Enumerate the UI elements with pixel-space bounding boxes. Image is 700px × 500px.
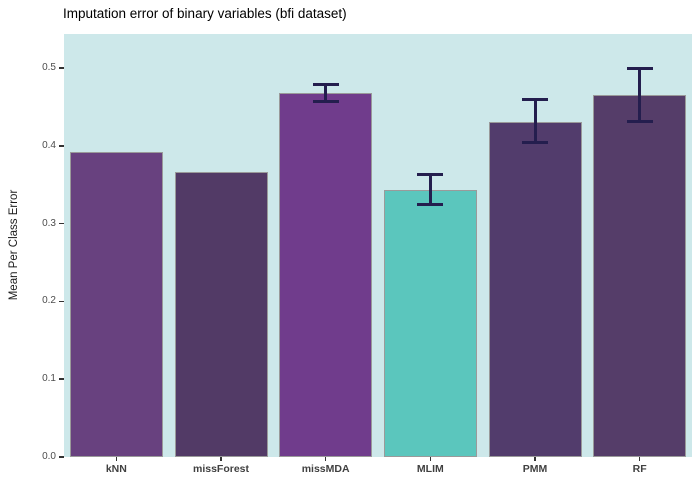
x-category-label: MLIM <box>416 463 444 475</box>
error-bar-cap-MLIM-low <box>417 202 444 206</box>
x-tick-mark <box>115 457 118 461</box>
y-tick-label: 0.2 <box>42 295 56 307</box>
bar-missMDA <box>279 93 373 457</box>
x-category-label: missMDA <box>301 463 350 475</box>
error-bar-cap-RF-low <box>626 120 653 124</box>
y-tick-label: 0.3 <box>42 217 56 229</box>
y-tick-mark <box>59 145 64 147</box>
bar-missForest <box>174 172 268 457</box>
y-tick-label: 0.4 <box>42 139 56 151</box>
y-axis-title: Mean Per Class Error <box>8 189 20 301</box>
error-bar-RF <box>638 67 642 124</box>
plot-panel <box>64 34 692 457</box>
error-bar-cap-MLIM-high <box>417 173 444 177</box>
error-bar-PMM <box>533 97 537 145</box>
y-tick-mark <box>59 456 64 458</box>
y-tick-mark <box>59 378 64 380</box>
x-category-label: missForest <box>192 463 250 475</box>
x-category-label: PMM <box>522 463 548 475</box>
bar-kNN <box>69 152 163 457</box>
y-tick-mark <box>59 300 64 303</box>
y-tick-label: 0.1 <box>42 373 56 385</box>
error-bar-cap-missMDA-low <box>312 100 339 104</box>
y-tick-label: 0.0 <box>42 451 56 462</box>
error-bar-cap-missMDA-high <box>312 82 339 86</box>
bar-RF <box>593 95 687 457</box>
chart-title: Imputation error of binary variables (bf… <box>63 6 347 21</box>
y-tick-mark <box>59 67 64 69</box>
error-bar-cap-RF-high <box>626 67 653 71</box>
x-tick-mark <box>534 457 536 461</box>
x-category-label: kNN <box>105 463 127 475</box>
x-tick-mark <box>220 457 222 461</box>
x-tick-mark <box>429 457 432 461</box>
error-bar-MLIM <box>428 173 432 206</box>
bar-PMM <box>488 121 582 457</box>
bar-MLIM <box>383 189 477 457</box>
error-bar-cap-PMM-high <box>522 97 548 101</box>
error-bar-missMDA <box>324 82 328 104</box>
y-tick-mark <box>59 222 64 225</box>
x-tick-mark <box>324 457 327 461</box>
y-tick-label: 0.5 <box>42 62 56 74</box>
error-bar-cap-PMM-low <box>522 141 548 145</box>
x-tick-mark <box>638 457 641 461</box>
x-category-label: RF <box>632 463 647 475</box>
